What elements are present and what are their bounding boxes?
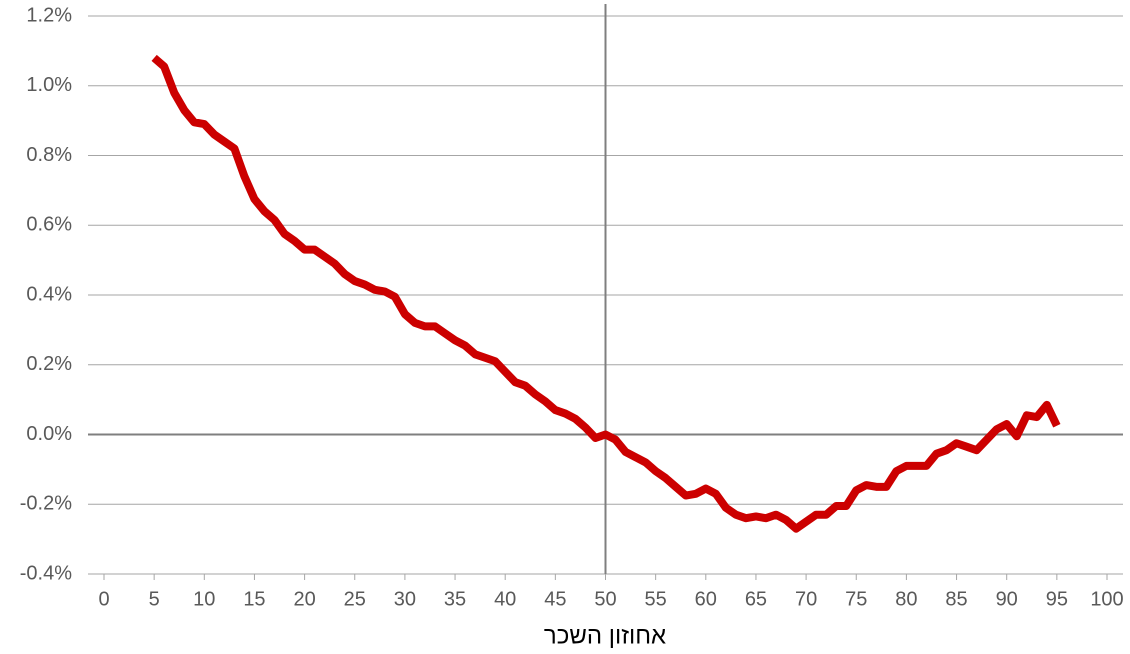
data-line xyxy=(151,54,1061,533)
x-tick-label: 45 xyxy=(544,588,566,610)
x-tick-label: 30 xyxy=(394,588,416,610)
x-tick-label: 0 xyxy=(98,588,109,610)
x-tick-label: 75 xyxy=(845,588,867,610)
y-tick-label: 0.8% xyxy=(26,144,72,166)
x-tick-label: 25 xyxy=(344,588,366,610)
y-tick-label: 0.4% xyxy=(26,283,72,305)
x-tick-label: 60 xyxy=(695,588,717,610)
y-tick-label: -0.2% xyxy=(20,493,72,515)
y-tick-label: -0.4% xyxy=(20,562,72,584)
y-tick-label: 1.0% xyxy=(26,74,72,96)
y-tick-label: 1.2% xyxy=(26,4,72,26)
x-tick-label: 15 xyxy=(243,588,265,610)
x-tick-label: 20 xyxy=(293,588,315,610)
x-tick-label: 70 xyxy=(795,588,817,610)
x-tick-label: 5 xyxy=(149,588,160,610)
x-tick-label: 35 xyxy=(444,588,466,610)
x-tick-label: 55 xyxy=(645,588,667,610)
y-tick-label: 0.2% xyxy=(26,353,72,375)
x-tick-label: 80 xyxy=(895,588,917,610)
x-tick-label: 40 xyxy=(494,588,516,610)
x-tick-label: 10 xyxy=(193,588,215,610)
x-tick-label: 65 xyxy=(745,588,767,610)
y-tick-label: 0.6% xyxy=(26,214,72,236)
x-tick-label: 100 xyxy=(1090,588,1123,610)
x-tick-label: 95 xyxy=(1046,588,1068,610)
x-axis-title: אחוזון השכר xyxy=(544,622,666,649)
x-tick-label: 50 xyxy=(594,588,616,610)
x-tick-label: 90 xyxy=(996,588,1018,610)
y-tick-label: 0.0% xyxy=(26,423,72,445)
x-tick-label: 85 xyxy=(945,588,967,610)
